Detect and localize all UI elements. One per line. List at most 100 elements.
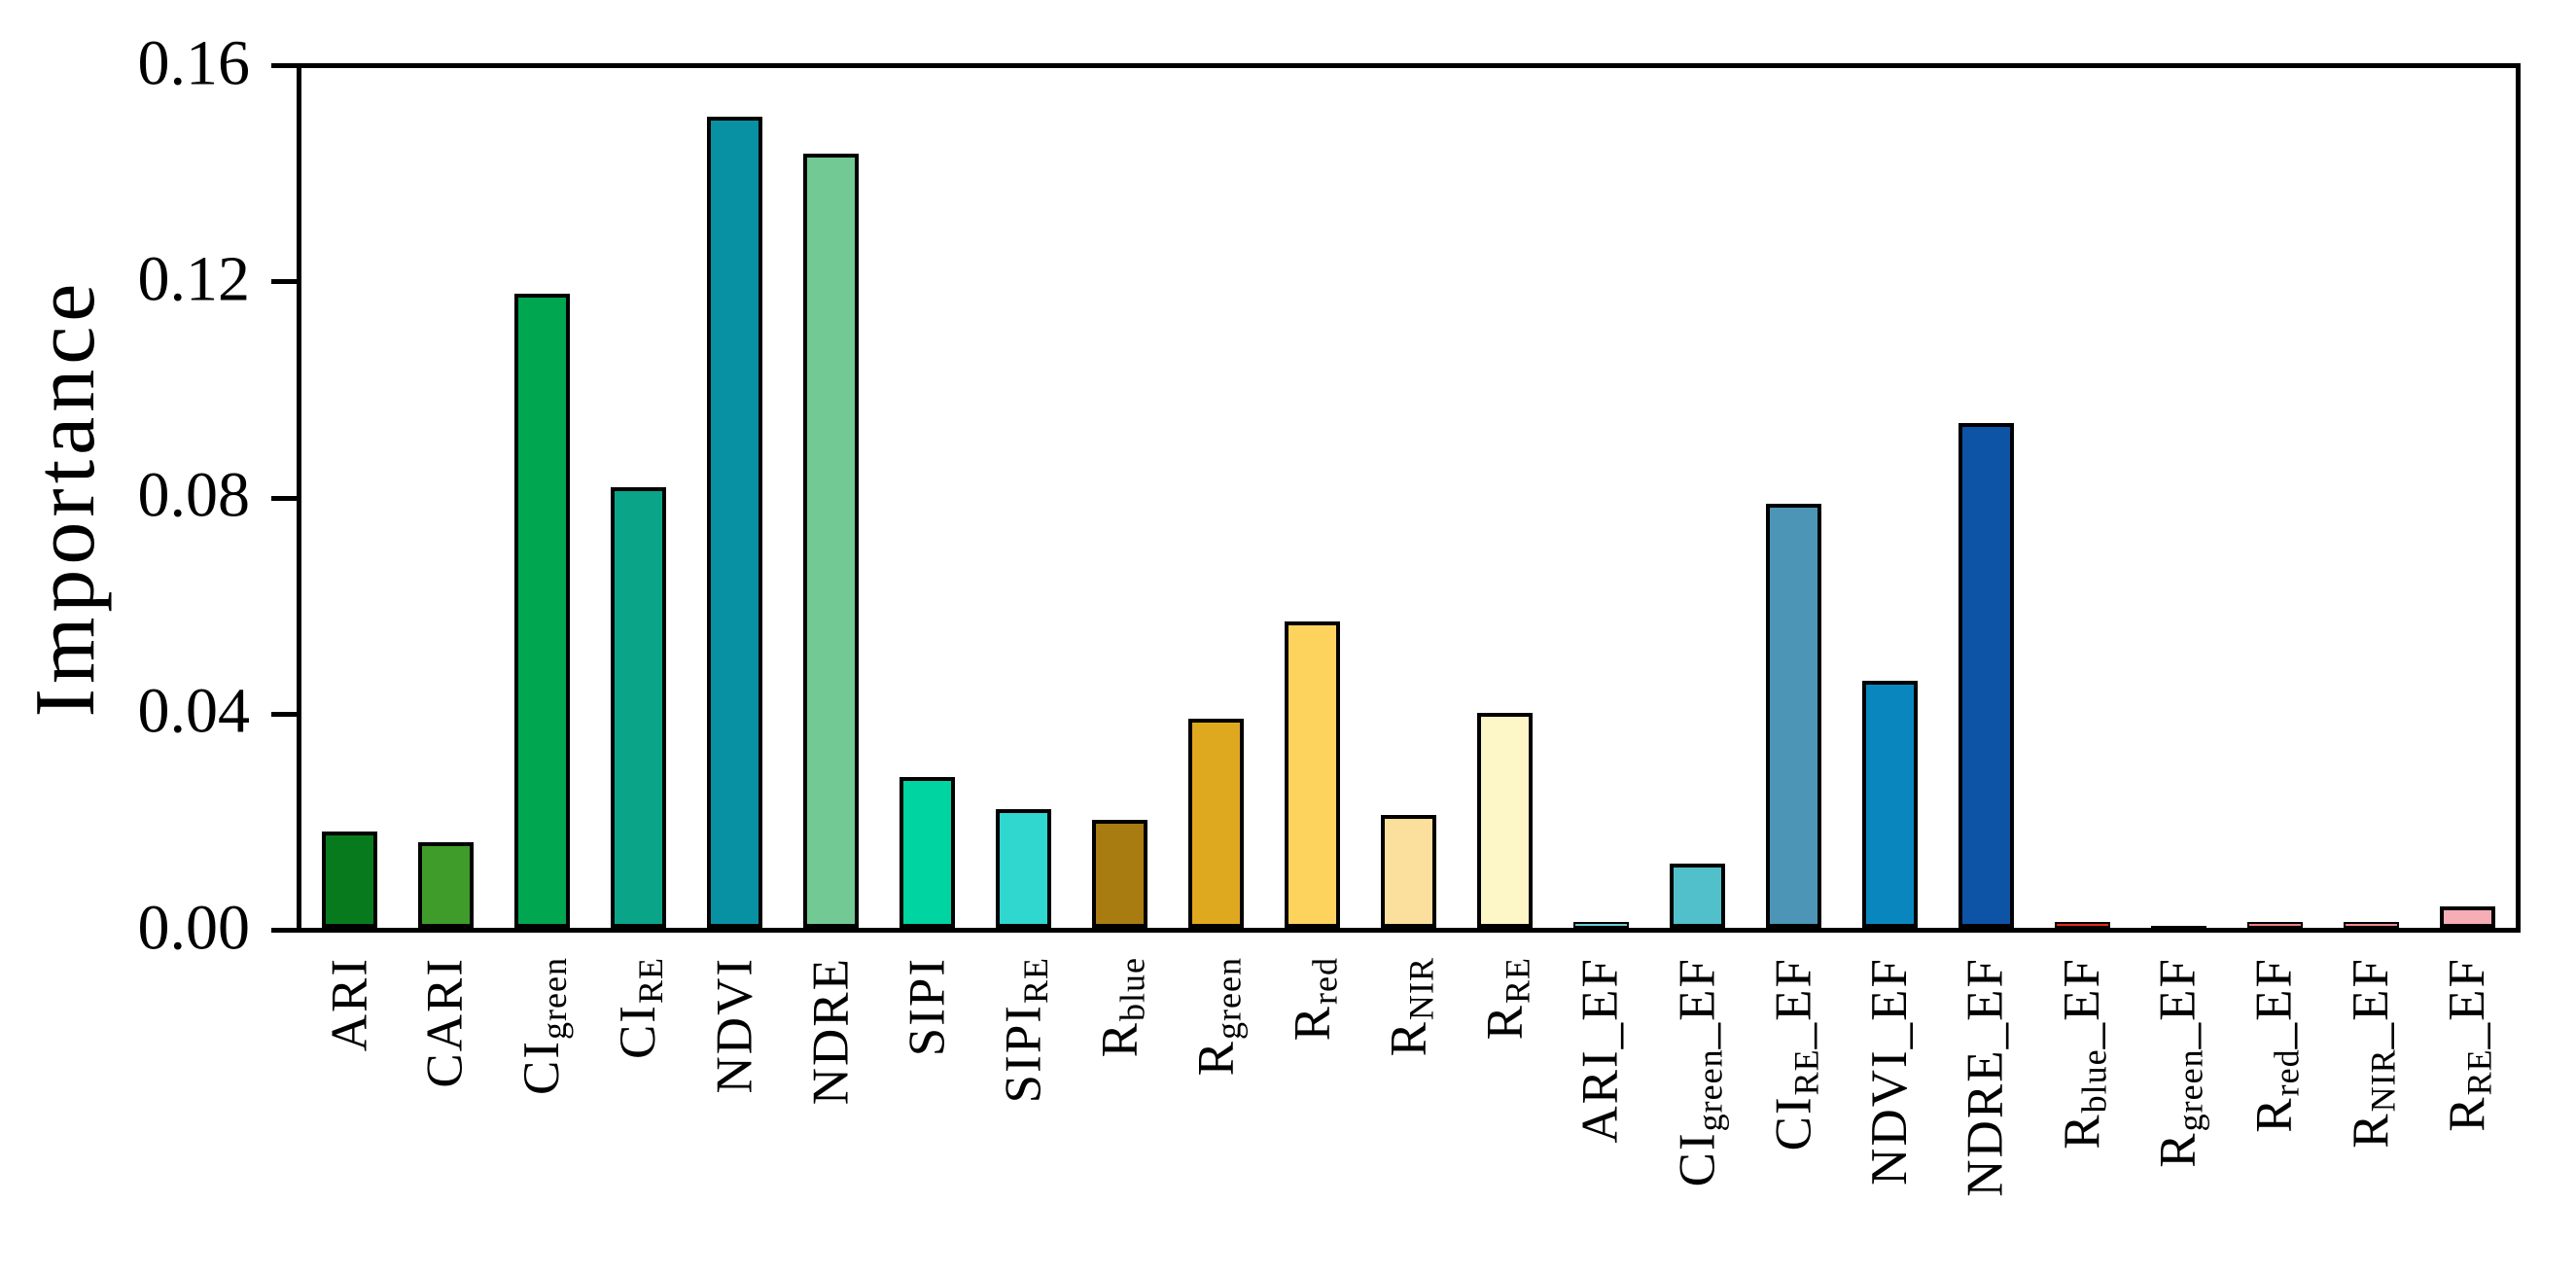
bar-slot-ARI_EF (1553, 68, 1649, 928)
x-label-subscript: red (2267, 1048, 2307, 1097)
bar-R_red (1284, 621, 1341, 928)
x-label-text: R (2054, 1113, 2110, 1150)
x-label-subscript: red (1304, 957, 1344, 1006)
x-label-text: ARI (321, 957, 377, 1052)
y-tick-label: 0.16 (137, 26, 251, 98)
bar-CI_green_EF (1669, 864, 1726, 928)
x-label-text: ARI_EF (1572, 957, 1629, 1144)
y-axis-tick (271, 928, 298, 933)
x-label-text: R (2343, 1112, 2399, 1149)
x-tick-label-R_blue: Rblue (1091, 957, 1151, 1058)
bar-R_NIR_EF (2343, 922, 2400, 928)
x-label-text: _EF (1669, 957, 1725, 1049)
x-tick-label-NDVI: NDVI (706, 957, 762, 1093)
x-label-text: _EF (2054, 957, 2110, 1049)
y-axis-tick (271, 495, 298, 501)
x-label-text: SIPI (995, 1004, 1051, 1104)
x-tick-label-CI_RE_EF: CIRE_EF (1765, 957, 1825, 1151)
x-tick-label-ARI: ARI (321, 957, 377, 1052)
x-label-text: _EF (2150, 957, 2206, 1049)
x-label-text: R (2150, 1131, 2206, 1168)
bar-CI_RE (610, 487, 667, 928)
x-label-text: _EF (2343, 957, 2399, 1049)
bar-ARI (321, 832, 378, 928)
x-tick-label-CI_green: CIgreen (513, 957, 574, 1096)
bar-CI_green (513, 294, 571, 928)
bar-R_NIR (1380, 815, 1437, 928)
bar-slot-R_green (1168, 68, 1264, 928)
bar-slot-NDRE (783, 68, 879, 928)
x-tick-label-NDRE: NDRE (802, 957, 859, 1106)
x-tick-label-NDVI_EF: NDVI_EF (1861, 957, 1918, 1186)
x-label-text: R (1187, 1040, 1244, 1077)
x-tick-label-SIPI_RE: SIPIRE (995, 957, 1055, 1104)
bar-slot-R_blue (1072, 68, 1168, 928)
x-label-text: _EF (2439, 957, 2495, 1049)
bars-container (301, 68, 2516, 928)
x-label-subscript: RE (1015, 957, 1055, 1005)
bar-R_blue (1091, 820, 1148, 928)
x-label-text: CI (1669, 1131, 1725, 1187)
x-label-text: NDVI_EF (1861, 957, 1918, 1186)
y-axis-tick (271, 711, 298, 717)
bar-CI_RE_EF (1765, 504, 1822, 928)
x-tick-label-R_green: Rgreen (1187, 957, 1248, 1077)
x-label-subscript: green (1208, 957, 1248, 1041)
bar-slot-CI_green_EF (1649, 68, 1746, 928)
x-tick-label-R_red_EF: Rred_EF (2246, 957, 2307, 1133)
bar-slot-R_NIR (1360, 68, 1457, 928)
x-label-text: _EF (1765, 957, 1821, 1049)
bar-slot-SIPI (879, 68, 975, 928)
y-tick-label: 0.00 (137, 891, 251, 963)
x-label-subscript: RE (1785, 1048, 1825, 1096)
x-label-subscript: NIR (2363, 1048, 2403, 1113)
x-label-subscript: RE (630, 957, 670, 1005)
x-tick-label-R_green_EF: Rgreen_EF (2150, 957, 2210, 1168)
bar-slot-SIPI_RE (975, 68, 1072, 928)
bar-NDVI (706, 117, 763, 928)
x-label-subscript: RE (1497, 957, 1536, 1005)
x-tick-label-CI_RE: CIRE (610, 957, 670, 1060)
x-label-text: R (1091, 1021, 1147, 1058)
x-label-subscript: green (2170, 1048, 2210, 1132)
y-axis-tick (271, 279, 298, 285)
x-tick-label-ARI_EF: ARI_EF (1572, 957, 1629, 1144)
x-label-text: CI (1765, 1095, 1821, 1151)
bar-slot-CI_green (494, 68, 590, 928)
y-tick-label: 0.12 (137, 243, 251, 315)
bar-slot-CI_RE (590, 68, 687, 928)
x-label-subscript: green (534, 957, 574, 1041)
bar-slot-R_red_EF (2227, 68, 2323, 928)
x-label-subscript: NIR (1400, 957, 1440, 1021)
bar-NDVI_EF (1861, 681, 1919, 928)
x-tick-label-CI_green_EF: CIgreen_EF (1669, 957, 1729, 1187)
bar-slot-ARI (301, 68, 398, 928)
x-label-subscript: RE (2459, 1048, 2499, 1096)
x-label-subscript: blue (1112, 957, 1151, 1022)
x-tick-label-R_RE: RRE (1476, 957, 1536, 1041)
x-label-text: NDRE (802, 957, 859, 1106)
bar-R_red_EF (2246, 922, 2304, 928)
bar-R_RE_EF (2439, 906, 2496, 928)
y-tick-label: 0.04 (137, 675, 251, 747)
x-label-text: CI (513, 1040, 570, 1096)
x-label-text: R (1476, 1004, 1533, 1041)
x-tick-label-SIPI: SIPI (899, 957, 955, 1057)
x-label-text: CI (610, 1004, 666, 1060)
bar-CARI (417, 842, 475, 928)
x-label-text: NDRE_EF (1958, 957, 2014, 1197)
x-tick-label-R_blue_EF: Rblue_EF (2054, 957, 2114, 1150)
plot-area (297, 63, 2521, 933)
x-label-text: SIPI (899, 957, 955, 1057)
bar-R_RE (1476, 713, 1534, 928)
bar-slot-NDVI_EF (1842, 68, 1938, 928)
x-label-text: R (2246, 1096, 2303, 1133)
x-tick-label-NDRE_EF: NDRE_EF (1958, 957, 2014, 1197)
y-tick-label: 0.08 (137, 459, 251, 531)
y-axis-tick (271, 63, 298, 68)
bar-R_blue_EF (2054, 922, 2111, 928)
x-tick-label-R_red: Rred (1284, 957, 1344, 1041)
bar-slot-R_green_EF (2131, 68, 2227, 928)
bar-slot-NDRE_EF (1938, 68, 2034, 928)
